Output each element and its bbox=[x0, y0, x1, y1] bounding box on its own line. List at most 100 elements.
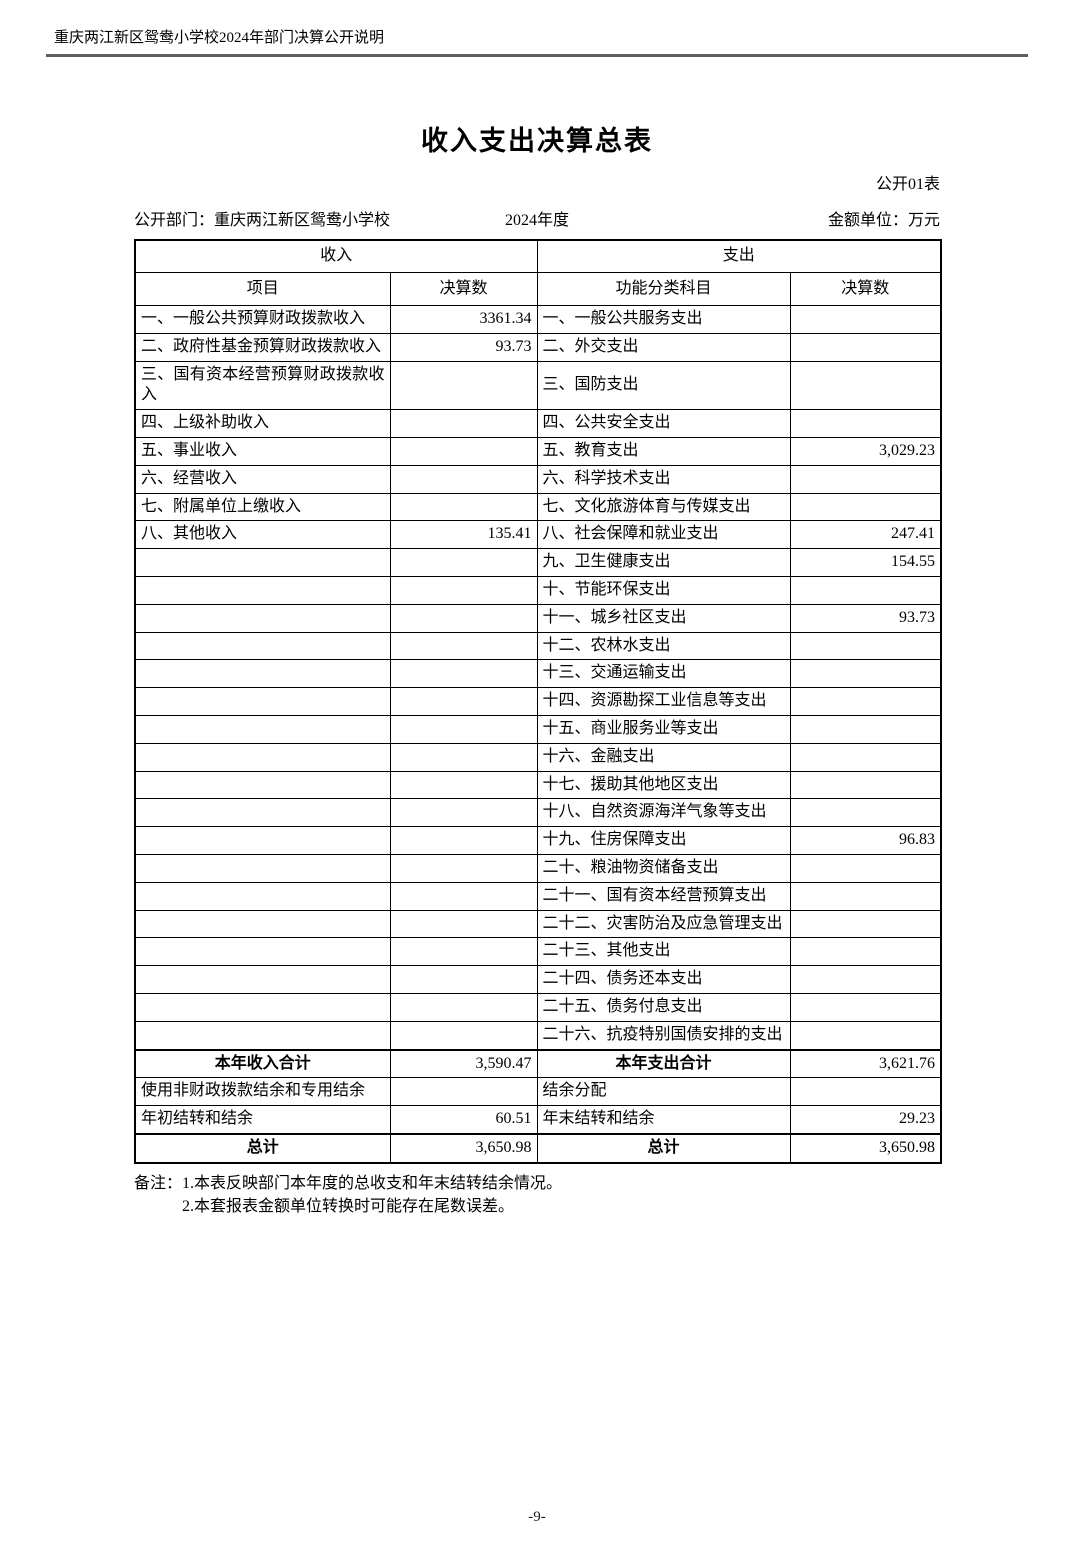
table-row: 三、国有资本经营预算财政拨款收入 三、国防支出 bbox=[134, 360, 942, 411]
table-row: 七、附属单位上缴收入 七、文化旅游体育与传媒支出 bbox=[134, 492, 942, 522]
expense-value-cell bbox=[789, 575, 942, 605]
expense-value-cell: 96.83 bbox=[789, 826, 942, 855]
meta-unit: 金额单位：万元 bbox=[827, 212, 940, 229]
table-number: 公开01表 bbox=[875, 176, 940, 193]
expense-item-cell: 本年支出合计 bbox=[536, 1048, 791, 1079]
income-item-cell bbox=[134, 992, 391, 1022]
expense-section-header: 支出 bbox=[536, 239, 942, 273]
income-value-cell bbox=[389, 714, 538, 744]
income-value-cell: 60.51 bbox=[389, 1105, 538, 1135]
expense-value-cell bbox=[789, 1020, 942, 1051]
column-header-row: 项目 决算数 功能分类科目 决算数 bbox=[134, 272, 942, 306]
table-body: 一、一般公共预算财政拨款收入 3361.34 一、一般公共服务支出 二、政府性基… bbox=[134, 305, 942, 1164]
income-value-cell bbox=[389, 603, 538, 633]
income-item-cell bbox=[134, 826, 391, 855]
table-head: 收入 支出 项目 决算数 功能分类科目 决算数 bbox=[134, 239, 942, 306]
expense-value-cell bbox=[789, 305, 942, 334]
income-item-cell bbox=[134, 937, 391, 967]
table-row: 二十、粮油物资储备支出 bbox=[134, 853, 942, 883]
income-item-cell bbox=[134, 659, 391, 689]
income-item-cell bbox=[134, 909, 391, 939]
income-value-cell: 135.41 bbox=[389, 520, 538, 550]
table-row: 年初结转和结余 60.51 年末结转和结余 29.23 bbox=[134, 1105, 942, 1135]
income-value-cell bbox=[389, 409, 538, 438]
table-row: 九、卫生健康支出 154.55 bbox=[134, 548, 942, 577]
expense-item-cell: 六、科学技术支出 bbox=[536, 464, 791, 494]
income-value-cell bbox=[389, 492, 538, 522]
income-item-cell: 四、上级补助收入 bbox=[134, 409, 391, 438]
page-number: -9- bbox=[528, 1509, 546, 1525]
income-item-cell bbox=[134, 548, 391, 577]
income-item-cell: 六、经营收入 bbox=[134, 464, 391, 494]
expense-item-cell: 二十五、债务付息支出 bbox=[536, 992, 791, 1022]
income-value-cell bbox=[389, 798, 538, 828]
income-item-cell: 七、附属单位上缴收入 bbox=[134, 492, 391, 522]
expense-value-cell: 3,621.76 bbox=[789, 1048, 942, 1079]
col-header-expense-amount: 决算数 bbox=[789, 272, 942, 306]
table-row: 二十五、债务付息支出 bbox=[134, 992, 942, 1022]
expense-item-cell: 十九、住房保障支出 bbox=[536, 826, 791, 855]
income-item-cell bbox=[134, 603, 391, 633]
table-row: 十七、援助其他地区支出 bbox=[134, 770, 942, 800]
table-row: 十四、资源勘探工业信息等支出 bbox=[134, 687, 942, 716]
income-value-cell bbox=[389, 965, 538, 994]
meta-row: 公开部门：重庆两江新区鸳鸯小学校 2024年度 金额单位：万元 bbox=[134, 206, 940, 230]
income-item-cell bbox=[134, 742, 391, 772]
expense-value-cell bbox=[789, 965, 942, 994]
notes-block: 备注：1.本表反映部门本年度的总收支和年末结转结余情况。 2.本套报表金额单位转… bbox=[134, 1172, 940, 1218]
expense-value-cell bbox=[789, 360, 942, 411]
expense-item-cell: 二十二、灾害防治及应急管理支出 bbox=[536, 909, 791, 939]
income-item-cell bbox=[134, 575, 391, 605]
expense-value-cell bbox=[789, 798, 942, 828]
table-row: 十五、商业服务业等支出 bbox=[134, 714, 942, 744]
income-value-cell bbox=[389, 770, 538, 800]
expense-value-cell bbox=[789, 409, 942, 438]
document-header-text: 重庆两江新区鸳鸯小学校2024年部门决算公开说明 bbox=[54, 30, 385, 46]
table-row: 十二、农林水支出 bbox=[134, 631, 942, 661]
expense-value-cell bbox=[789, 909, 942, 939]
income-item-cell: 一、一般公共预算财政拨款收入 bbox=[134, 305, 391, 334]
expense-item-cell: 十六、金融支出 bbox=[536, 742, 791, 772]
income-item-cell: 五、事业收入 bbox=[134, 436, 391, 466]
col-header-income-item: 项目 bbox=[134, 272, 391, 306]
table-row: 总计 3,650.98 总计 3,650.98 bbox=[134, 1132, 942, 1164]
income-value-cell bbox=[389, 631, 538, 661]
income-value-cell bbox=[389, 881, 538, 911]
expense-value-cell bbox=[789, 714, 942, 744]
section-header-row: 收入 支出 bbox=[134, 239, 942, 273]
expense-value-cell: 247.41 bbox=[789, 520, 942, 550]
income-value-cell: 3,650.98 bbox=[389, 1132, 538, 1164]
note-line-2: 2.本套报表金额单位转换时可能存在尾数误差。 bbox=[182, 1197, 515, 1215]
table-row: 十一、城乡社区支出 93.73 bbox=[134, 603, 942, 633]
expense-value-cell bbox=[789, 659, 942, 689]
expense-item-cell: 八、社会保障和就业支出 bbox=[536, 520, 791, 550]
table-row: 四、上级补助收入 四、公共安全支出 bbox=[134, 409, 942, 438]
income-item-cell bbox=[134, 798, 391, 828]
income-item-cell: 使用非财政拨款结余和专用结余 bbox=[134, 1077, 391, 1107]
income-item-cell bbox=[134, 1020, 391, 1051]
expense-value-cell bbox=[789, 992, 942, 1022]
expense-item-cell: 十三、交通运输支出 bbox=[536, 659, 791, 689]
income-value-cell: 3,590.47 bbox=[389, 1048, 538, 1079]
expense-item-cell: 二十四、债务还本支出 bbox=[536, 965, 791, 994]
note-line-1: 备注：1.本表反映部门本年度的总收支和年末结转结余情况。 bbox=[134, 1174, 563, 1192]
income-item-cell: 二、政府性基金预算财政拨款收入 bbox=[134, 332, 391, 362]
income-value-cell bbox=[389, 575, 538, 605]
document-header: 重庆两江新区鸳鸯小学校2024年部门决算公开说明 bbox=[46, 26, 1028, 57]
expense-value-cell: 3,650.98 bbox=[789, 1132, 942, 1164]
expense-item-cell: 年末结转和结余 bbox=[536, 1105, 791, 1135]
income-section-header: 收入 bbox=[134, 239, 538, 273]
income-item-cell bbox=[134, 881, 391, 911]
expense-value-cell bbox=[789, 631, 942, 661]
table-row: 二十六、抗疫特别国债安排的支出 bbox=[134, 1020, 942, 1051]
income-value-cell bbox=[389, 1020, 538, 1051]
income-value-cell bbox=[389, 937, 538, 967]
income-value-cell bbox=[389, 909, 538, 939]
expense-item-cell: 结余分配 bbox=[536, 1077, 791, 1107]
table-row: 使用非财政拨款结余和专用结余 结余分配 bbox=[134, 1077, 942, 1107]
expense-value-cell bbox=[789, 492, 942, 522]
col-header-expense-item: 功能分类科目 bbox=[536, 272, 791, 306]
income-item-cell: 年初结转和结余 bbox=[134, 1105, 391, 1135]
income-item-cell: 八、其他收入 bbox=[134, 520, 391, 550]
expense-item-cell: 二十一、国有资本经营预算支出 bbox=[536, 881, 791, 911]
